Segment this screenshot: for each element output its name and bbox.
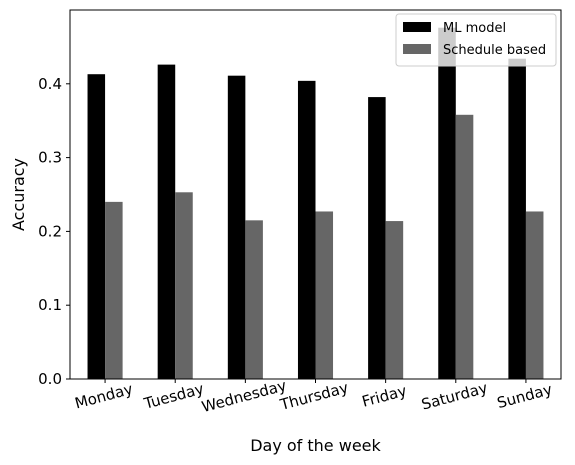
x-axis-label: Day of the week [250,436,381,455]
legend-swatch-ml-model [403,22,431,32]
y-axis-ticks: 0.0 0.1 0.2 0.3 0.4 [38,75,70,388]
x-tick-label-tuesday: Tuesday [141,380,206,413]
bars-layer [87,27,544,380]
legend-label-ml-model: ML model [443,21,506,36]
legend-box [395,13,557,67]
y-axis-label: Accuracy [9,158,28,231]
bar-schedule-based-saturday [455,114,474,380]
x-tick-label-saturday: Saturday [420,379,490,414]
bar-schedule-based-friday [385,221,404,379]
bar-ml-model-monday [87,74,106,380]
x-tick-label-wednesday: Wednesday [200,376,289,416]
bar-ml-model-thursday [297,80,316,380]
y-tick-label: 0.0 [38,370,62,388]
bar-ml-model-tuesday [157,64,176,379]
y-tick-label: 0.2 [38,222,62,240]
bar-schedule-based-tuesday [175,192,193,379]
legend-label-schedule-based: Schedule based [443,43,546,58]
x-tick-label-friday: Friday [360,382,409,411]
y-tick-label: 0.4 [38,75,62,93]
bar-schedule-based-thursday [315,211,334,379]
bar-schedule-based-monday [105,201,123,379]
y-tick-label: 0.3 [38,149,62,167]
bar-ml-model-sunday [508,58,526,379]
bar-ml-model-friday [368,97,386,380]
x-tick-label-sunday: Sunday [495,380,554,412]
bar-ml-model-wednesday [227,75,246,379]
x-tick-label-thursday: Thursday [277,378,350,414]
legend: ML model Schedule based [395,13,557,67]
bar-schedule-based-sunday [525,211,544,379]
legend-swatch-schedule-based [403,44,431,54]
plot-frame [69,9,562,380]
x-tick-label-monday: Monday [73,380,135,413]
bar-schedule-based-wednesday [245,220,263,379]
bar-ml-model-saturday [438,27,456,379]
y-tick-label: 0.1 [38,296,62,314]
